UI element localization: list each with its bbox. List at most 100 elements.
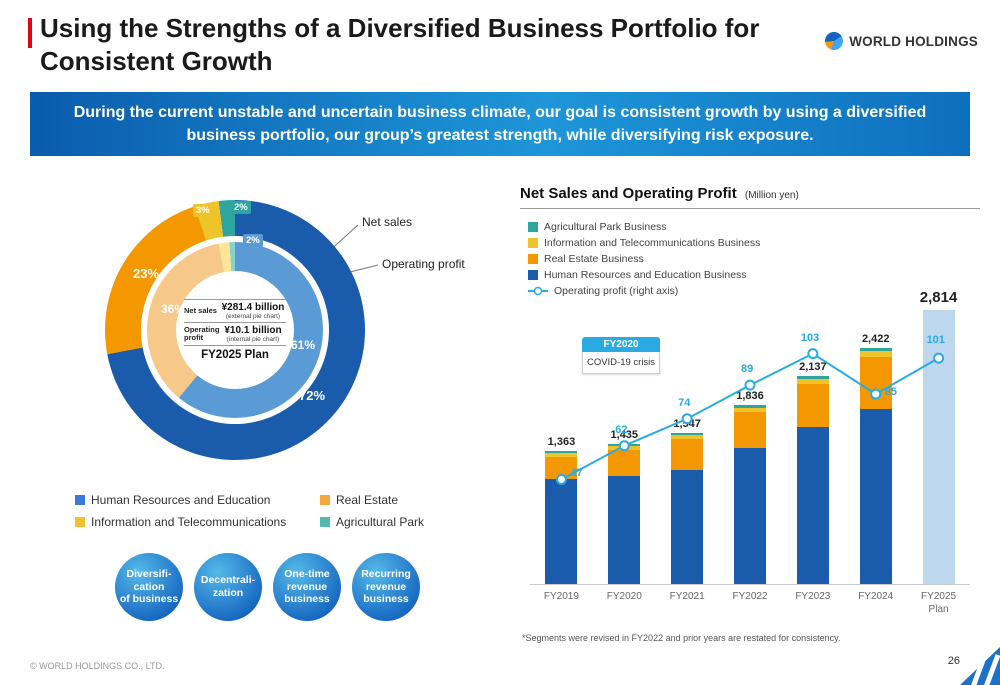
bar-line-plot: FY2020 COVID-19 crisis 1,363 FY2019 1,435 F… xyxy=(530,289,970,615)
stacked-bar xyxy=(671,433,704,584)
legend-label: Real Estate Business xyxy=(544,253,644,265)
stacked-bar xyxy=(859,348,892,584)
company-logo: WORLD HOLDINGS xyxy=(825,32,978,50)
strategy-circle: Decentrali-zation xyxy=(194,553,262,621)
legend-swatch xyxy=(528,238,538,248)
bar-segment xyxy=(671,435,704,440)
legend-label: Information and Telecommunications xyxy=(91,515,287,529)
center-net-sales-note: (external pie chart) xyxy=(225,313,281,320)
outer-hr-pct: 72% xyxy=(299,388,326,403)
outer-agripark-pct: 2% xyxy=(231,201,251,214)
legend-label: Real Estate xyxy=(336,493,399,507)
legend-label: Agricultural Park Business xyxy=(544,221,667,233)
line-marker xyxy=(744,379,756,391)
bar-segment xyxy=(734,448,766,584)
stacked-bar xyxy=(796,376,829,584)
bar-segment xyxy=(608,476,641,584)
bar-segment xyxy=(796,378,829,384)
legend-swatch xyxy=(528,270,538,280)
bar-segment xyxy=(671,469,704,584)
operating-profit-ring-label: Operating profit xyxy=(382,257,465,271)
bar-segment xyxy=(734,407,766,413)
line-value-label: 89 xyxy=(741,363,754,376)
outer-realestate-pct: 23% xyxy=(133,266,160,281)
donut-legend-item: Human Resources and Education xyxy=(75,493,320,507)
bar-total-label: 2,422 xyxy=(861,333,890,346)
chart-legend-item: Operating profit (right axis) xyxy=(528,285,980,297)
donut-legend-item: Information and Telecommunications xyxy=(75,515,320,529)
legend-swatch xyxy=(320,495,330,505)
bar-segment xyxy=(545,451,578,454)
donut-center-panel: Net sales ¥281.4 billion (external pie c… xyxy=(176,271,294,389)
x-axis-label: FY2025 Plan xyxy=(921,591,957,615)
logo-text: WORLD HOLDINGS xyxy=(849,33,978,49)
callout-text: COVID-19 crisis xyxy=(582,352,660,374)
bar-segment xyxy=(859,351,892,358)
line-value-label: 85 xyxy=(884,386,897,399)
donut-chart: Net sales ¥281.4 billion (external pie c… xyxy=(105,200,365,460)
chart-legend-item: Information and Telecommunications Busin… xyxy=(528,237,980,249)
chart-legend-item: Human Resources and Education Business xyxy=(528,269,980,281)
inner-hr-pct: 61% xyxy=(291,338,316,352)
covid-callout: FY2020 COVID-19 crisis xyxy=(582,337,660,374)
bar-segment xyxy=(545,457,578,479)
line-value-label: 62 xyxy=(615,423,628,436)
bar-chart-section: Net Sales and Operating Profit (Million … xyxy=(520,185,980,665)
title-accent-bar xyxy=(28,18,32,48)
bar-total-label: 1,836 xyxy=(736,390,764,403)
line-marker xyxy=(681,413,693,425)
slide-title: Using the Strengths of a Diversified Bus… xyxy=(40,13,760,76)
bar-segment xyxy=(671,433,704,436)
line-marker-swatch xyxy=(528,286,548,296)
center-operating-profit-label: Operating profit xyxy=(184,324,220,342)
legend-label: Human Resources and Education xyxy=(91,493,271,507)
inner-it-pct: 2% xyxy=(243,234,263,247)
donut-legend-item: Real Estate xyxy=(320,493,485,507)
center-net-sales-row: Net sales ¥281.4 billion (external pie c… xyxy=(184,299,286,322)
center-net-sales-label: Net sales xyxy=(184,305,217,315)
bar-total-label: 2,814 xyxy=(919,289,958,307)
chart-legend-item: Agricultural Park Business xyxy=(528,221,980,233)
x-axis-label: FY2019 xyxy=(543,591,579,602)
legend-swatch xyxy=(75,495,85,505)
legend-swatch xyxy=(320,517,330,527)
line-value-label: 103 xyxy=(800,331,820,344)
bar-total-label: 1,363 xyxy=(547,436,576,449)
bar-segment xyxy=(859,348,892,352)
line-marker xyxy=(555,473,567,485)
strategy-circle: One-time revenue business xyxy=(273,553,341,621)
chart-legend: Agricultural Park Business Information an… xyxy=(528,221,980,297)
stacked-bar xyxy=(734,405,766,584)
legend-label: Operating profit (right axis) xyxy=(554,285,679,297)
line-marker xyxy=(618,440,630,452)
chart-title-text: Net Sales and Operating Profit xyxy=(520,185,737,202)
net-sales-ring-label: Net sales xyxy=(362,215,413,229)
center-net-sales-value: ¥281.4 billion xyxy=(221,302,285,313)
bar-segment xyxy=(608,450,641,477)
portfolio-donut-section: Net sales Operating profit Net sales ¥28… xyxy=(30,175,500,665)
legend-swatch xyxy=(528,254,538,264)
outer-it-pct: 3% xyxy=(193,204,213,217)
operating-profit-line xyxy=(555,348,945,485)
strategy-circle: Diversifi-cation of business xyxy=(115,553,183,621)
x-axis-label: FY2020 xyxy=(606,591,642,602)
line-marker xyxy=(870,388,882,400)
bar-segment xyxy=(734,412,766,449)
x-axis-label: FY2021 xyxy=(669,591,705,602)
legend-swatch xyxy=(75,517,85,527)
donut-legend-item: Agricultural Park xyxy=(320,515,485,529)
x-axis-label: FY2023 xyxy=(795,591,831,602)
footer-copyright: © WORLD HOLDINGS CO., LTD. xyxy=(30,661,165,671)
chart-footnote: *Segments were revised in FY2022 and pri… xyxy=(522,633,841,643)
corner-decoration xyxy=(960,647,1000,685)
legend-label: Information and Telecommunications Busin… xyxy=(544,237,761,249)
center-operating-profit-note: (internal pie chart) xyxy=(226,336,280,343)
x-axis-label: FY2022 xyxy=(732,591,768,602)
center-operating-profit-value: ¥10.1 billion xyxy=(224,325,282,336)
bar-total-label: 2,137 xyxy=(799,360,827,373)
line-value-label: 47 xyxy=(570,467,583,480)
line-marker xyxy=(933,352,945,364)
bar-segment xyxy=(796,376,829,379)
chart-unit-label: (Million yen) xyxy=(744,190,799,201)
legend-swatch xyxy=(528,222,538,232)
